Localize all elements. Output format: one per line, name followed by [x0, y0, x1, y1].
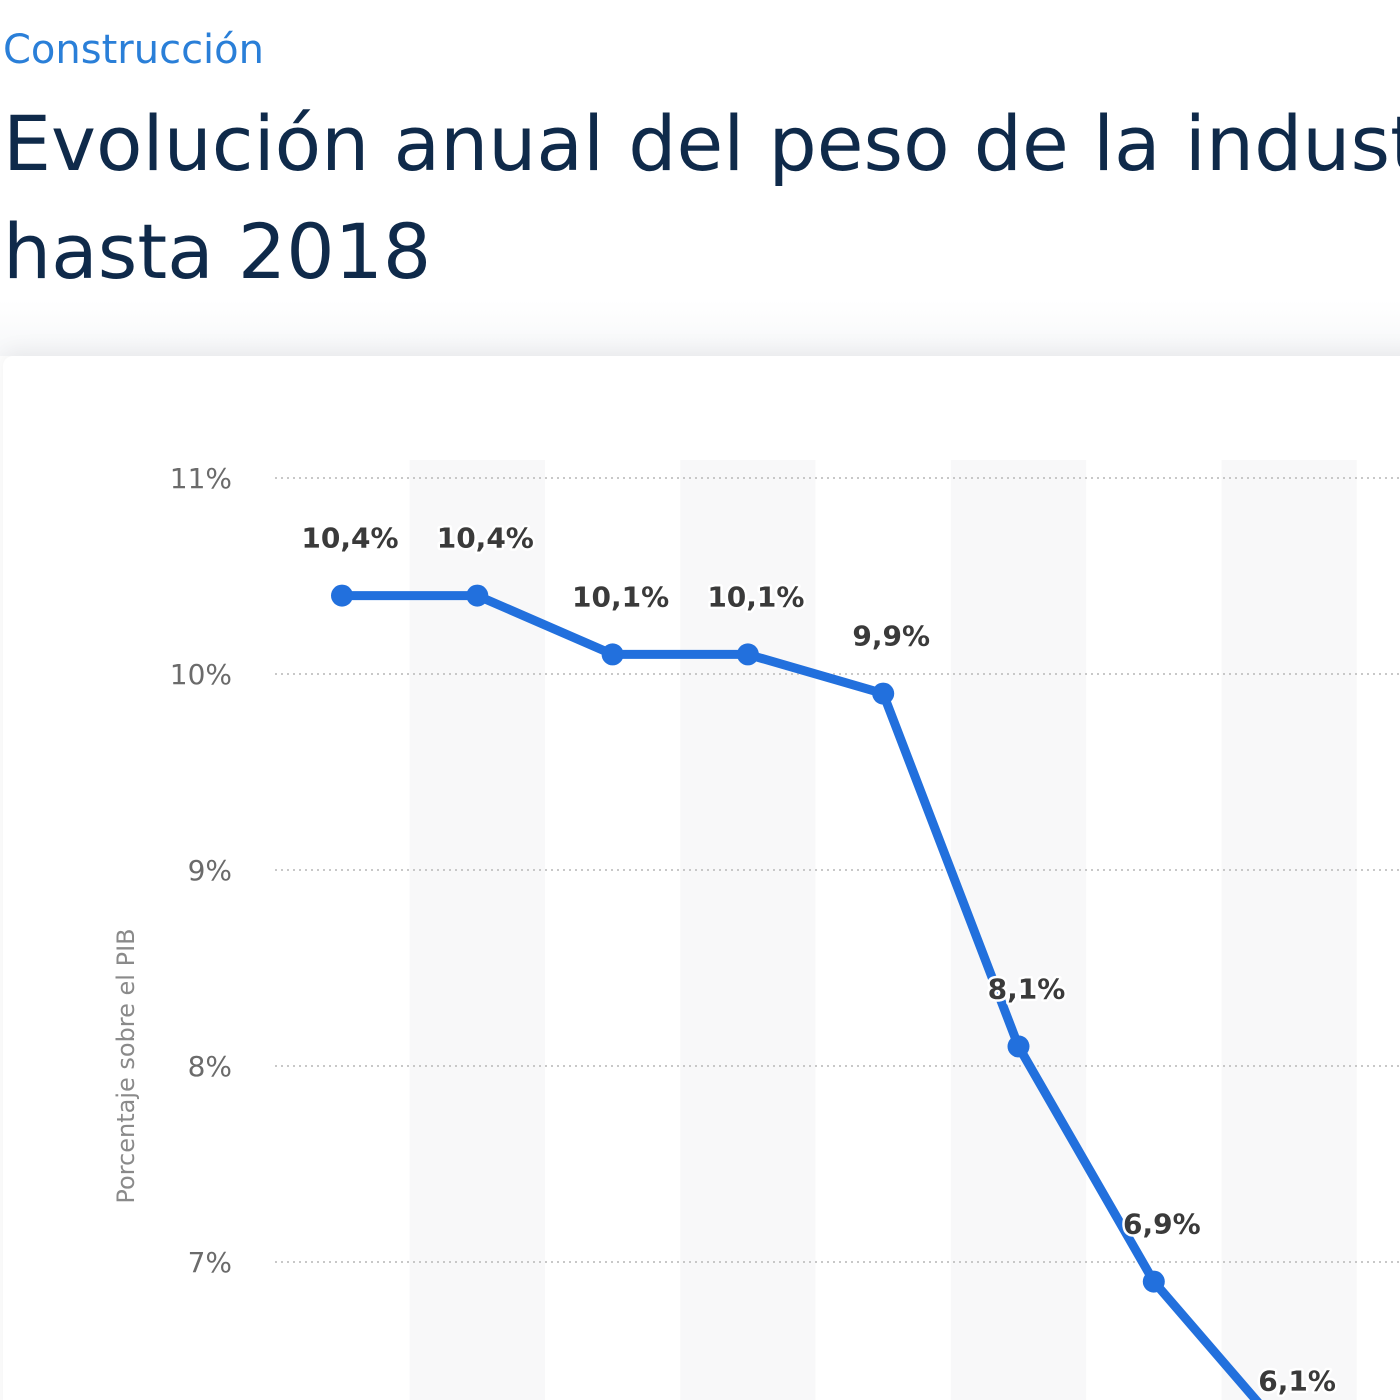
data-point[interactable]	[872, 682, 895, 705]
y-tick-label: 11%	[170, 462, 232, 495]
chart-title-line1: Evolución anual del peso de la industria	[3, 99, 1400, 188]
data-label: 9,9%	[852, 620, 930, 653]
y-axis-label: Porcentaje sobre el PIB	[112, 928, 140, 1203]
y-tick-label: 10%	[170, 658, 232, 691]
data-point[interactable]	[601, 643, 624, 666]
column-stripe	[680, 460, 816, 1400]
data-label: 10,1%	[572, 580, 669, 613]
y-tick-label: 7%	[188, 1246, 232, 1279]
data-label: 6,1%	[1258, 1364, 1336, 1397]
gridlines	[275, 477, 1400, 1263]
data-label: 10,4%	[437, 522, 534, 555]
series-line-group	[337, 591, 1262, 1400]
data-point[interactable]	[331, 584, 353, 607]
data-point[interactable]	[466, 584, 489, 607]
topic-link[interactable]: Construcción	[3, 27, 264, 73]
data-label: 6,9%	[1123, 1208, 1201, 1241]
data-label: 10,4%	[301, 522, 398, 555]
chart-title-line2: hasta 2018	[3, 207, 432, 296]
data-label: 8,1%	[988, 972, 1066, 1005]
column-stripe	[1221, 460, 1357, 1400]
data-point[interactable]	[1007, 1035, 1030, 1058]
data-point[interactable]	[1142, 1270, 1165, 1293]
series-line	[337, 591, 1262, 1400]
data-label: 10,1%	[707, 580, 804, 613]
title-container: Evolución anual del peso de la industria…	[0, 80, 1400, 320]
y-tick-label: 9%	[188, 854, 232, 887]
y-axis-ticks: 7% 8% 9% 10% 11%	[170, 462, 232, 1279]
data-point[interactable]	[736, 643, 759, 666]
data-labels: 10,4% 10,4% 10,1% 10,1% 9,9% 8,1% 6,9% 6,1%	[299, 519, 1338, 1400]
chart-title: Evolución anual del peso de la industria…	[3, 90, 1400, 306]
data-points	[331, 584, 1165, 1293]
y-tick-label: 8%	[188, 1050, 232, 1083]
header-divider	[0, 300, 1400, 356]
column-stripes	[409, 460, 1357, 1400]
